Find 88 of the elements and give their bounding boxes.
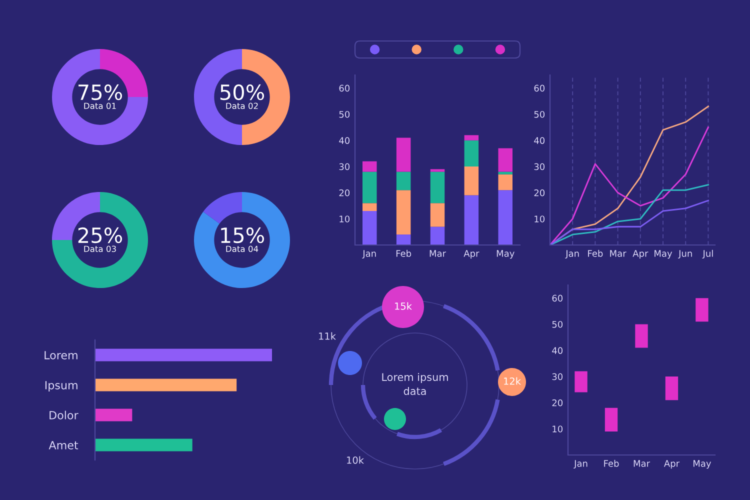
bar [362, 161, 377, 172]
text: Data 01 [84, 102, 116, 110]
bar [464, 140, 479, 167]
donut-slice [52, 49, 148, 145]
bar [362, 172, 377, 204]
bar [498, 148, 512, 172]
y-tick-label: 20 [552, 399, 563, 406]
bar [430, 203, 445, 227]
bar [396, 190, 411, 235]
y-tick-label: Amet [48, 441, 78, 450]
bar [95, 348, 272, 362]
text: 75% [78, 84, 122, 100]
text: Lorem ipsum data [382, 372, 448, 396]
y-tick-label: 40 [552, 347, 563, 354]
y-tick-label: Lorem [44, 351, 78, 360]
y-tick-label: Ipsum [45, 381, 78, 392]
y-tick-label: 60 [339, 84, 350, 92]
bar [396, 172, 411, 190]
bar [396, 234, 411, 245]
bar [95, 438, 192, 452]
bar [430, 169, 445, 172]
y-tick-label: 50 [339, 110, 350, 118]
x-tick-label: May [496, 250, 514, 259]
bar [498, 172, 512, 174]
text: 50% [220, 84, 264, 100]
bar [464, 135, 479, 140]
text: 15k [395, 302, 412, 310]
y-tick-label: 10 [534, 216, 545, 222]
bar [362, 211, 377, 245]
bar [635, 324, 648, 348]
x-tick-label: Jan [565, 250, 579, 259]
bar [362, 203, 377, 211]
x-tick-label: Apr [464, 250, 480, 259]
x-tick-label: Feb [604, 460, 619, 467]
x-tick-label: Feb [588, 250, 603, 257]
text: 12k [504, 377, 521, 385]
x-tick-label: Mar [610, 250, 626, 257]
y-tick-label: Dolor [50, 410, 78, 420]
x-tick-label: Feb [396, 250, 412, 257]
bar [95, 408, 132, 422]
y-tick-label: 50 [534, 110, 545, 118]
bar [498, 174, 512, 190]
y-tick-label: 30 [552, 373, 563, 380]
bar [665, 376, 678, 400]
y-tick-label: 10 [552, 426, 563, 432]
text: 11k [319, 332, 336, 340]
x-tick-label: Apr [664, 460, 680, 469]
text: Data 03 [84, 246, 116, 252]
text: Data 04 [226, 246, 258, 252]
y-tick-label: 10 [340, 216, 350, 222]
x-tick-label: Mar [634, 460, 650, 467]
bar [430, 226, 445, 245]
x-tick-label: Apr [632, 250, 648, 259]
bar [430, 172, 445, 204]
y-tick-label: 20 [534, 189, 545, 196]
bar [696, 298, 708, 322]
text: 10k [347, 456, 364, 464]
bar [396, 138, 411, 172]
x-tick-label: Jan [574, 460, 588, 469]
y-tick-label: 40 [339, 137, 350, 144]
donut-slice [194, 192, 290, 288]
y-tick-label: 50 [552, 320, 563, 328]
bar [464, 166, 479, 196]
x-tick-label: May [654, 250, 672, 259]
donut-slice [52, 192, 148, 288]
bar [498, 190, 512, 245]
y-tick-label: 40 [534, 137, 545, 144]
bar [464, 195, 479, 245]
y-tick-label: 20 [339, 189, 350, 196]
line-series [550, 200, 709, 245]
x-tick-label: Jul [702, 250, 713, 259]
text: 25% [78, 227, 122, 244]
x-tick-label: Jun [678, 250, 692, 259]
y-tick-label: 60 [534, 84, 545, 92]
y-tick-label: 60 [552, 294, 563, 302]
bar [604, 408, 618, 432]
x-tick-label: Jan [362, 250, 376, 259]
y-tick-label: 30 [534, 163, 545, 170]
line-series [550, 126, 709, 245]
x-tick-label: Mar [430, 250, 446, 257]
bar [95, 378, 237, 392]
text: 15% [221, 227, 264, 244]
x-tick-label: May [694, 460, 712, 469]
bar [574, 371, 588, 392]
line-series [550, 184, 709, 245]
y-tick-label: 30 [339, 163, 350, 170]
donut-slice [203, 192, 242, 224]
text: Data 02 [226, 102, 258, 110]
